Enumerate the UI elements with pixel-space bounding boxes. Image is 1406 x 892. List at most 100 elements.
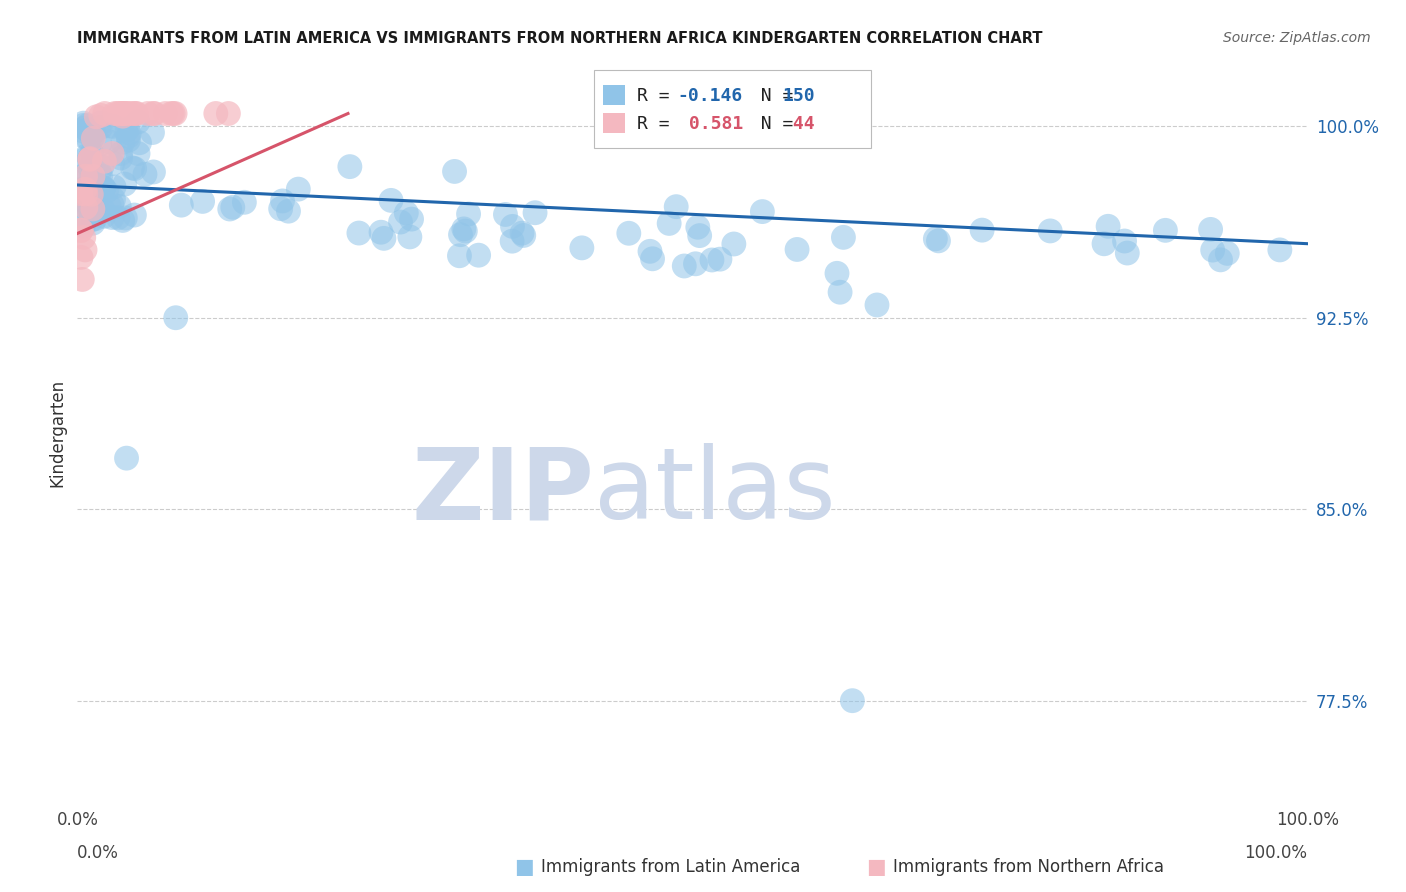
Point [218,202,240,216]
Point [443,164,465,178]
Point [110,146,132,161]
Point [115,451,138,466]
Point [70,251,93,265]
Point [449,249,471,263]
Point [142,106,165,120]
Text: N =: N = [740,87,804,104]
Point [101,120,124,134]
Point [82,169,104,184]
Point [825,266,848,280]
Point [1216,246,1239,260]
Point [122,106,145,120]
Point [117,106,139,120]
Point [709,252,731,267]
Point [287,182,309,196]
Point [127,146,149,161]
Point [502,219,524,234]
Text: 100.0%: 100.0% [1244,844,1308,862]
Point [93,181,115,195]
Point [689,228,711,243]
Point [72,181,94,195]
Point [124,161,146,176]
Point [77,122,100,136]
Point [98,199,121,213]
Point [90,108,112,122]
Point [101,146,124,161]
Point [84,211,107,226]
Point [98,135,121,149]
Point [70,223,93,237]
Point [89,137,111,152]
Point [832,230,855,244]
Point [686,220,709,235]
Point [101,211,124,225]
Point [80,187,103,202]
Point [70,223,93,237]
Point [1114,234,1136,248]
Point [117,133,139,147]
Point [89,166,111,180]
Point [72,169,94,183]
Point [1154,223,1177,237]
Point [457,207,479,221]
Point [136,106,159,120]
Point [80,146,103,161]
Point [118,126,141,140]
Point [512,228,534,243]
Point [723,237,745,252]
Point [110,151,132,165]
Point [108,106,131,120]
Point [75,152,97,166]
Point [1209,252,1232,267]
Text: 44: 44 [782,115,815,133]
Point [830,285,852,300]
Point [111,213,134,227]
Point [73,243,96,257]
Point [72,184,94,198]
Point [467,248,489,262]
Point [141,126,163,140]
Point [638,244,661,259]
Point [114,123,136,137]
Text: R =: R = [637,115,681,133]
Point [72,210,94,224]
Point [571,241,593,255]
Point [453,222,475,236]
Point [101,156,124,170]
Point [82,130,104,145]
Point [93,181,115,195]
Point [111,109,134,123]
Point [75,187,97,202]
Point [83,186,105,201]
Point [339,160,361,174]
Point [103,192,125,206]
Point [112,106,135,120]
Point [1268,243,1291,257]
Point [90,120,112,135]
Point [111,106,134,120]
Point [118,106,141,120]
Point [86,110,108,124]
Point [786,243,808,257]
Point [112,106,135,120]
Point [75,172,97,186]
Point [79,153,101,167]
Point [165,310,187,325]
Text: atlas: atlas [595,443,835,541]
Point [105,106,128,120]
Point [77,133,100,147]
Point [72,128,94,143]
Point [117,122,139,136]
Text: 0.581: 0.581 [678,115,742,133]
Text: 150: 150 [782,87,815,104]
Point [665,200,688,214]
Point [90,160,112,174]
Point [222,200,245,214]
Point [347,226,370,240]
Point [82,216,104,230]
Text: ■: ■ [866,857,886,877]
Point [450,227,472,242]
Point [510,226,533,240]
Point [108,200,131,214]
Point [155,106,177,120]
